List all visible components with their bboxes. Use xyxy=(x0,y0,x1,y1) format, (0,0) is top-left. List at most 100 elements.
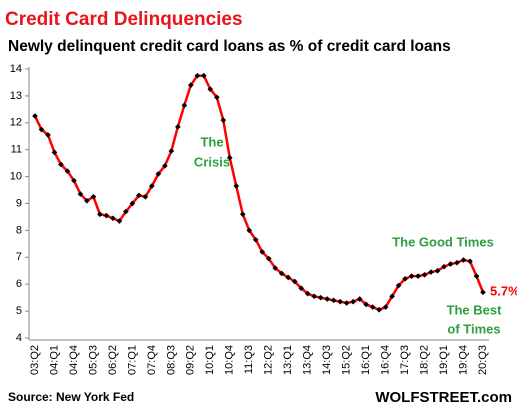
point xyxy=(304,290,311,297)
point xyxy=(337,298,343,305)
point xyxy=(363,301,369,308)
x-tick-label: 05:Q3 xyxy=(87,345,99,375)
x-tick-label: 12:Q2 xyxy=(263,345,275,375)
value-label: 5.7% xyxy=(490,284,517,299)
point xyxy=(317,294,324,301)
point xyxy=(330,297,337,304)
point xyxy=(97,211,103,218)
point xyxy=(480,289,486,296)
point xyxy=(220,117,227,123)
point xyxy=(408,273,415,279)
source: Source: New York Fed xyxy=(8,390,134,404)
point xyxy=(116,218,123,224)
point xyxy=(259,249,266,255)
point xyxy=(129,200,136,207)
point xyxy=(460,257,467,263)
line xyxy=(33,74,485,312)
x-tick-label: 13:Q4 xyxy=(302,345,314,375)
point xyxy=(226,154,233,161)
annotation: Crisis xyxy=(194,154,230,169)
point xyxy=(90,193,97,200)
chart-subtitle: Newly delinquent credit card loans as % … xyxy=(8,38,451,55)
point xyxy=(84,197,90,204)
point xyxy=(213,94,220,101)
x-tick-label: 07:Q4 xyxy=(146,345,158,375)
x-tick-label: 13:Q1 xyxy=(282,345,294,375)
point xyxy=(382,304,389,310)
point xyxy=(136,192,142,199)
y-tick-label: 7 xyxy=(16,251,22,263)
point xyxy=(252,236,259,243)
point xyxy=(168,148,175,154)
point xyxy=(434,267,441,274)
x-tick-label: 04:Q4 xyxy=(68,345,80,375)
point xyxy=(103,212,110,219)
point xyxy=(421,271,428,278)
point xyxy=(272,265,279,271)
x-tick-label: 16:Q1 xyxy=(360,345,372,375)
point xyxy=(123,208,129,215)
point xyxy=(207,86,214,93)
x-tick-label: 16:Q4 xyxy=(380,345,392,375)
annotation: The Best xyxy=(447,302,503,317)
y-tick-label: 6 xyxy=(16,278,22,290)
point xyxy=(194,72,201,79)
point xyxy=(343,300,350,306)
point xyxy=(239,211,246,218)
point xyxy=(285,274,292,281)
x-tick-label: 11:Q3 xyxy=(243,345,255,374)
chart-title: Credit Card Delinquencies xyxy=(5,9,243,30)
point xyxy=(187,82,194,88)
point xyxy=(233,183,240,189)
point xyxy=(142,193,149,200)
point xyxy=(265,255,272,262)
point xyxy=(311,293,318,300)
y-tick-label: 14 xyxy=(10,63,22,75)
x-tick-label: 08:Q3 xyxy=(165,345,177,375)
point xyxy=(369,304,376,310)
point xyxy=(64,168,71,175)
point xyxy=(181,102,188,109)
point xyxy=(447,261,454,267)
point xyxy=(246,227,253,234)
x-tick-label: 07:Q1 xyxy=(126,345,138,375)
x-tick-label: 14:Q3 xyxy=(321,345,333,375)
point xyxy=(467,258,473,265)
point xyxy=(324,296,331,302)
point xyxy=(454,259,460,266)
point xyxy=(149,183,155,189)
point xyxy=(278,270,285,277)
annotation: The xyxy=(200,134,223,149)
point xyxy=(415,273,421,279)
y-tick-label: 10 xyxy=(10,171,22,183)
x-tick-label: 10:Q4 xyxy=(224,345,236,375)
x-tick-label: 10:Q1 xyxy=(204,345,216,375)
x-tick-label: 03:Q2 xyxy=(29,345,41,375)
x-tick-label: 15:Q2 xyxy=(341,345,353,375)
point xyxy=(77,191,84,197)
point xyxy=(200,72,207,79)
x-tick-label: 17:Q3 xyxy=(399,345,411,375)
point xyxy=(356,296,363,302)
y-tick-label: 12 xyxy=(10,117,22,129)
annotation: of Times xyxy=(447,321,500,336)
point xyxy=(402,275,408,282)
point xyxy=(473,273,480,279)
x-tick-label: 09:Q2 xyxy=(185,345,197,375)
x-tick-label: 20:Q3 xyxy=(477,345,489,375)
point xyxy=(291,278,298,285)
point xyxy=(71,177,77,184)
annotation: The Good Times xyxy=(392,234,494,249)
x-tick-label: 19:Q4 xyxy=(457,345,469,375)
y-tick-label: 4 xyxy=(16,332,22,344)
point xyxy=(395,282,402,289)
y-tick-label: 11 xyxy=(11,144,22,156)
point xyxy=(389,293,395,300)
brand: WOLFSTREET.com xyxy=(375,389,512,406)
point xyxy=(110,215,116,222)
y-tick-label: 13 xyxy=(10,90,22,102)
point xyxy=(350,298,356,305)
x-tick-label: 06:Q2 xyxy=(107,345,119,375)
x-tick-label: 19:Q1 xyxy=(438,345,450,375)
point xyxy=(298,285,305,292)
